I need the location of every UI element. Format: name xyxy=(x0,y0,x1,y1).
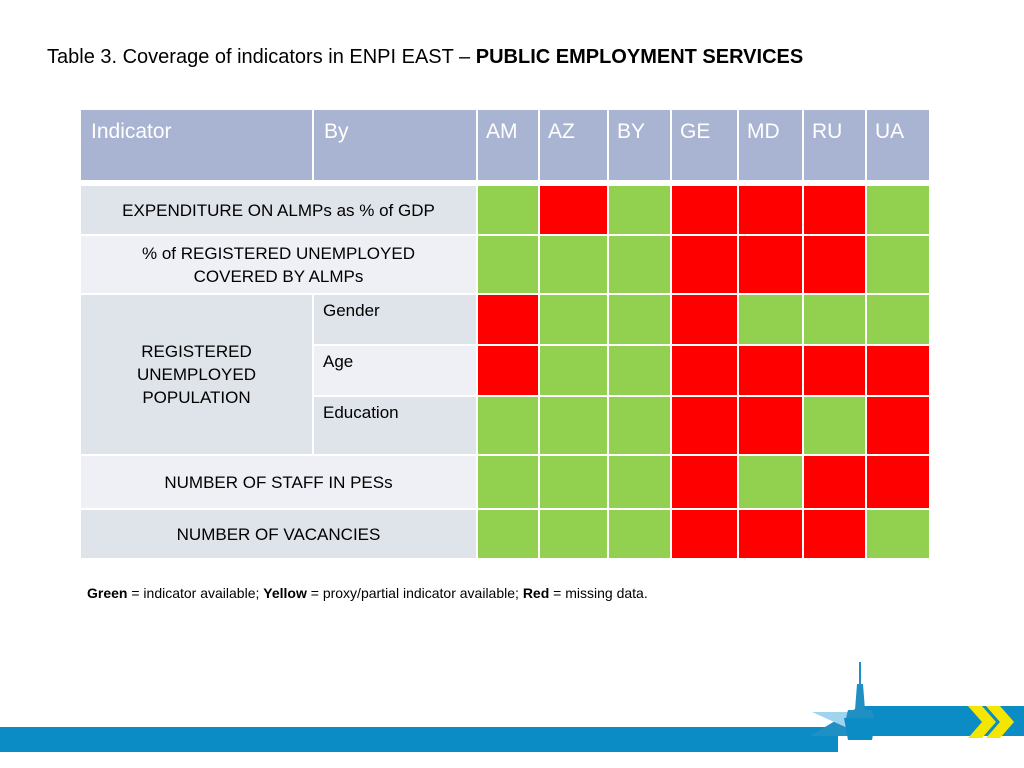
header-country: GE xyxy=(670,108,739,182)
by-cell: Education xyxy=(312,395,478,456)
legend: Green = indicator available; Yellow = pr… xyxy=(87,585,648,601)
legend-green-text: = indicator available; xyxy=(127,585,264,601)
footer-bar xyxy=(0,727,838,752)
status-cell xyxy=(476,454,540,510)
page-title: Table 3. Coverage of indicators in ENPI … xyxy=(47,45,803,69)
status-cell xyxy=(670,293,739,346)
status-cell xyxy=(802,508,867,560)
status-cell xyxy=(670,184,739,236)
status-cell xyxy=(476,395,540,456)
status-cell xyxy=(737,293,804,346)
status-cell xyxy=(607,454,672,510)
status-cell xyxy=(538,344,609,397)
legend-red-text: = missing data. xyxy=(549,585,648,601)
status-cell xyxy=(737,234,804,295)
status-cell xyxy=(538,454,609,510)
status-cell xyxy=(538,184,609,236)
legend-red-label: Red xyxy=(522,585,550,601)
header-country: UA xyxy=(865,108,931,182)
indicator-cell: NUMBER OF VACANCIES xyxy=(79,508,478,560)
status-cell xyxy=(737,184,804,236)
indicator-cell: EXPENDITURE ON ALMPs as % of GDP xyxy=(79,184,478,236)
table-row: REGISTERED UNEMPLOYED POPULATION Gender xyxy=(79,293,931,456)
status-cell xyxy=(802,293,867,346)
legend-green-label: Green xyxy=(87,585,128,601)
indicator-cell: % of REGISTERED UNEMPLOYED COVERED BY AL… xyxy=(79,234,478,295)
status-cell xyxy=(802,395,867,456)
title-prefix: Table 3. Coverage of indicators in ENPI … xyxy=(47,46,476,68)
status-cell xyxy=(802,344,867,397)
status-cell xyxy=(865,344,931,397)
indicator-cell: REGISTERED UNEMPLOYED POPULATION xyxy=(79,293,314,456)
header-country: AM xyxy=(476,108,540,182)
header-country: AZ xyxy=(538,108,609,182)
status-cell xyxy=(865,508,931,560)
status-cell xyxy=(737,395,804,456)
table-row: NUMBER OF STAFF IN PESs xyxy=(79,454,931,510)
status-cell xyxy=(476,293,540,346)
status-cell xyxy=(607,184,672,236)
status-cell xyxy=(538,508,609,560)
header-country: RU xyxy=(802,108,867,182)
status-cell xyxy=(476,184,540,236)
table-header-row: Indicator By AM AZ BY GE MD RU UA xyxy=(79,108,931,182)
header-country: MD xyxy=(737,108,804,182)
status-cell xyxy=(865,395,931,456)
spire-logo-icon xyxy=(844,662,876,740)
table-row: Education xyxy=(80,395,931,456)
table-row: Age xyxy=(80,344,931,397)
header-country: BY xyxy=(607,108,672,182)
status-cell xyxy=(607,234,672,295)
status-cell xyxy=(737,454,804,510)
header-indicator: Indicator xyxy=(79,108,314,182)
status-cell xyxy=(607,293,672,346)
status-cell xyxy=(607,395,672,456)
status-cell xyxy=(538,234,609,295)
status-cell xyxy=(476,508,540,560)
status-cell xyxy=(476,234,540,295)
double-chevron-icon xyxy=(968,706,1014,738)
coverage-table: Indicator By AM AZ BY GE MD RU UA EXPEND… xyxy=(79,108,931,560)
status-cell xyxy=(670,508,739,560)
status-cell xyxy=(865,184,931,236)
table-row: NUMBER OF VACANCIES xyxy=(79,508,931,560)
status-cell xyxy=(670,234,739,295)
status-cell xyxy=(865,234,931,295)
legend-yellow-label: Yellow xyxy=(263,585,307,601)
table-row: % of REGISTERED UNEMPLOYED COVERED BY AL… xyxy=(79,234,931,295)
status-cell xyxy=(607,508,672,560)
indicator-cell: NUMBER OF STAFF IN PESs xyxy=(79,454,478,510)
status-cell xyxy=(802,234,867,295)
status-cell xyxy=(737,344,804,397)
status-cell xyxy=(670,344,739,397)
by-cell: Age xyxy=(312,344,478,397)
status-cell xyxy=(865,293,931,346)
status-cell xyxy=(670,395,739,456)
footer-logo xyxy=(844,662,1014,740)
status-cell xyxy=(865,454,931,510)
status-cell xyxy=(538,395,609,456)
status-cell xyxy=(538,293,609,346)
header-by: By xyxy=(312,108,478,182)
status-cell xyxy=(670,454,739,510)
status-cell xyxy=(802,184,867,236)
status-cell xyxy=(737,508,804,560)
legend-yellow-text: = proxy/partial indicator available; xyxy=(306,585,523,601)
status-cell xyxy=(607,344,672,397)
title-emphasis: PUBLIC EMPLOYMENT SERVICES xyxy=(475,46,804,68)
status-cell xyxy=(802,454,867,510)
status-cell xyxy=(476,344,540,397)
by-cell: Gender xyxy=(312,293,478,346)
table-row: EXPENDITURE ON ALMPs as % of GDP xyxy=(79,184,931,236)
